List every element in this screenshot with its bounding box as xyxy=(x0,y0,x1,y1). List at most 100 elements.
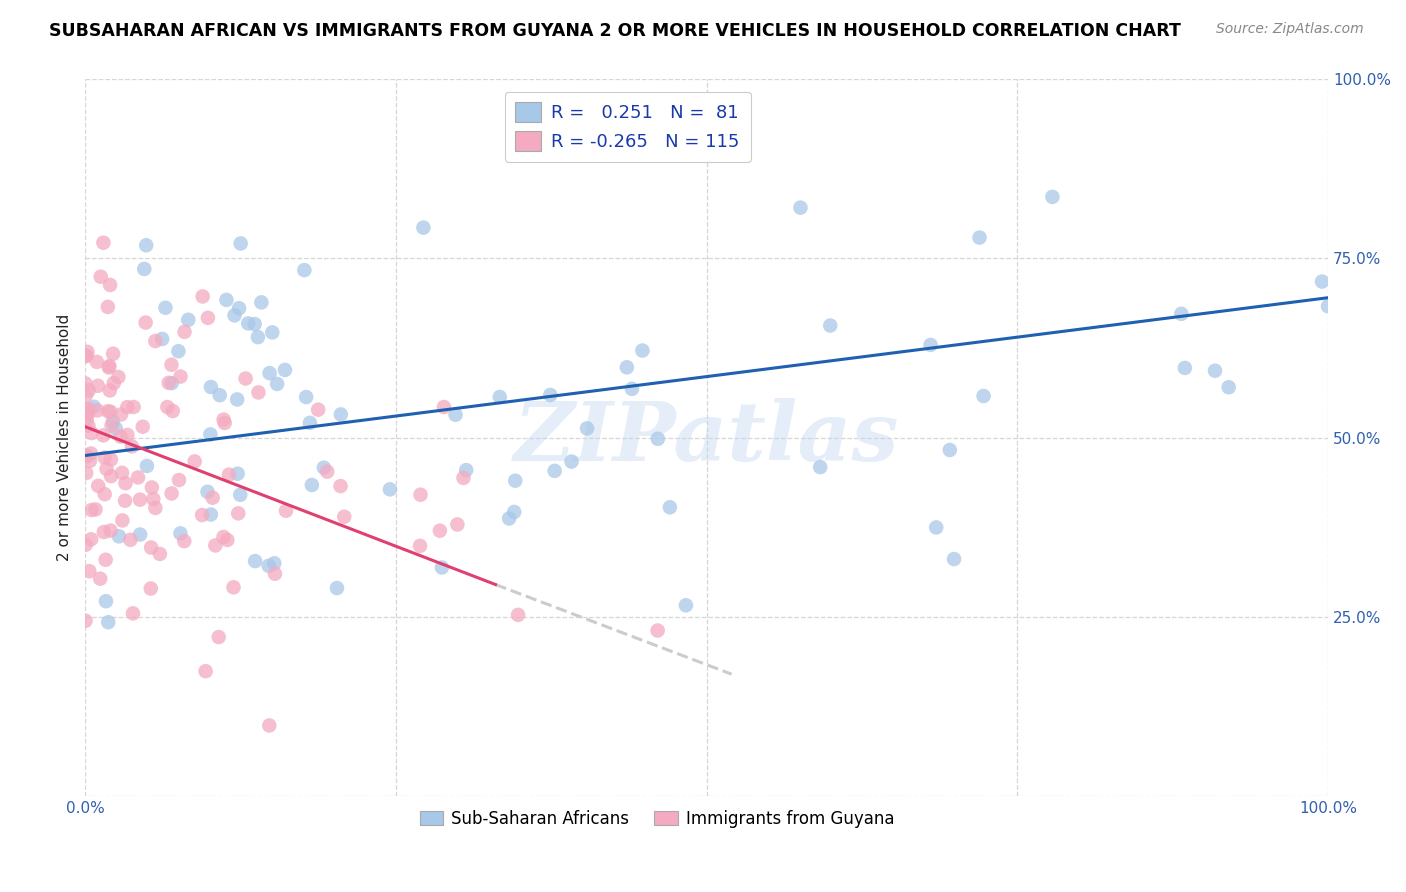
Point xyxy=(675,599,697,613)
Text: ZIPatlas: ZIPatlas xyxy=(515,398,900,477)
Point xyxy=(87,479,110,493)
Point xyxy=(246,330,269,344)
Point xyxy=(80,503,103,517)
Point xyxy=(142,491,165,506)
Point xyxy=(409,488,432,502)
Point xyxy=(76,406,98,420)
Point xyxy=(83,400,105,414)
Point xyxy=(503,474,526,488)
Point xyxy=(111,466,134,480)
Point xyxy=(226,507,249,521)
Point xyxy=(298,416,321,430)
Point xyxy=(79,454,101,468)
Point xyxy=(114,493,136,508)
Point xyxy=(433,400,456,414)
Point xyxy=(160,358,183,372)
Point xyxy=(1204,364,1226,378)
Y-axis label: 2 or more Vehicles in Household: 2 or more Vehicles in Household xyxy=(58,314,72,561)
Point xyxy=(160,486,183,500)
Point xyxy=(307,402,329,417)
Point xyxy=(110,429,132,443)
Point xyxy=(247,385,270,400)
Point xyxy=(129,492,152,507)
Point xyxy=(543,464,565,478)
Point xyxy=(1310,275,1333,289)
Point xyxy=(274,504,297,518)
Point xyxy=(212,530,235,544)
Point xyxy=(156,400,179,414)
Point xyxy=(104,421,127,435)
Point xyxy=(301,478,323,492)
Point xyxy=(257,558,280,573)
Point xyxy=(263,556,285,570)
Point xyxy=(143,334,166,348)
Point xyxy=(75,538,97,552)
Point xyxy=(201,491,224,505)
Legend: Sub-Saharan Africans, Immigrants from Guyana: Sub-Saharan Africans, Immigrants from Gu… xyxy=(413,803,901,834)
Point xyxy=(139,582,162,596)
Point xyxy=(80,425,103,440)
Point xyxy=(93,487,115,501)
Point xyxy=(86,403,108,417)
Point xyxy=(101,347,124,361)
Point xyxy=(96,462,118,476)
Point xyxy=(446,517,468,532)
Point xyxy=(259,718,281,732)
Point xyxy=(789,201,811,215)
Point xyxy=(173,534,195,549)
Point xyxy=(488,390,510,404)
Point xyxy=(97,404,120,418)
Point xyxy=(1042,190,1064,204)
Point xyxy=(183,454,205,468)
Point xyxy=(75,349,97,363)
Point xyxy=(97,360,120,375)
Point xyxy=(129,527,152,541)
Point xyxy=(576,421,599,435)
Point xyxy=(135,316,157,330)
Point xyxy=(222,580,245,594)
Point xyxy=(160,376,183,391)
Point xyxy=(75,466,97,480)
Point xyxy=(250,295,273,310)
Point xyxy=(243,554,266,568)
Point xyxy=(117,428,139,442)
Point xyxy=(91,428,114,442)
Point xyxy=(90,269,112,284)
Point xyxy=(134,262,156,277)
Point xyxy=(200,508,222,522)
Point xyxy=(80,446,103,460)
Point xyxy=(100,452,122,467)
Point xyxy=(77,406,100,420)
Point xyxy=(191,508,214,522)
Point xyxy=(101,415,124,429)
Point xyxy=(412,220,434,235)
Point xyxy=(75,388,97,402)
Point xyxy=(503,505,526,519)
Point xyxy=(97,615,120,630)
Point xyxy=(107,370,129,384)
Point xyxy=(235,371,257,385)
Point xyxy=(145,500,167,515)
Point xyxy=(97,300,120,314)
Point xyxy=(647,432,669,446)
Point xyxy=(191,289,214,303)
Point xyxy=(973,389,995,403)
Point xyxy=(194,664,217,678)
Point xyxy=(149,547,172,561)
Point xyxy=(84,502,107,516)
Point xyxy=(77,418,100,433)
Point xyxy=(409,539,432,553)
Point xyxy=(943,552,966,566)
Point xyxy=(212,412,235,426)
Point xyxy=(259,366,281,380)
Point xyxy=(79,564,101,578)
Point xyxy=(429,524,451,538)
Point xyxy=(215,293,238,307)
Text: SUBSAHARAN AFRICAN VS IMMIGRANTS FROM GUYANA 2 OR MORE VEHICLES IN HOUSEHOLD COR: SUBSAHARAN AFRICAN VS IMMIGRANTS FROM GU… xyxy=(49,22,1181,40)
Point xyxy=(292,263,315,277)
Point xyxy=(120,533,142,547)
Point xyxy=(378,483,401,497)
Point xyxy=(444,408,467,422)
Point xyxy=(76,449,98,463)
Point xyxy=(77,401,100,416)
